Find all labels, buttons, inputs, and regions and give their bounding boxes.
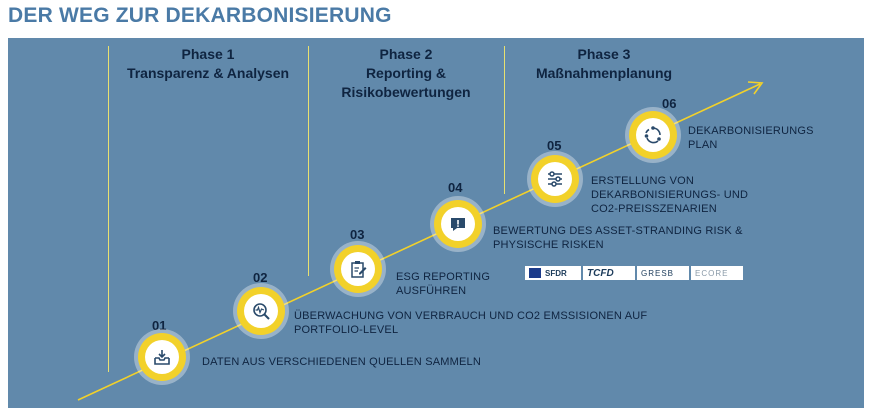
magnifier-pulse-icon [253, 303, 270, 320]
step-number: 06 [662, 96, 677, 111]
step-04-circle [434, 200, 482, 248]
phase-name: Maßnahmenplanung [535, 65, 673, 81]
logo-tcfd: TCFD [583, 266, 635, 280]
inbox-download-icon [154, 350, 170, 365]
phase-1: Phase 1 Transparenz & Analysen [112, 45, 304, 83]
step-06-label: DEKARBONISIERUNGS PLAN [688, 125, 814, 151]
step-number: 02 [253, 270, 268, 285]
logo-ecore: ECORE [691, 266, 743, 280]
clipboard-edit-icon [351, 261, 367, 278]
phase-2: Phase 2 Reporting & Risikobewertungen [320, 45, 492, 102]
step-05-label: ERSTELLUNG VON DEKARBONISIERUNGS- UND CO… [591, 175, 749, 215]
step-01-circle [138, 333, 186, 381]
step-03-label: ESG REPORTING AUSFÜHREN [396, 271, 491, 297]
phase-name: Transparenz & Analysen [126, 65, 290, 81]
step-02-circle [237, 287, 285, 335]
step-number: 04 [448, 180, 463, 195]
step-01-label: DATEN AUS VERSCHIEDENEN QUELLEN SAMMELN [202, 356, 481, 368]
step-02-label: ÜBERWACHUNG VON VERBRAUCH UND CO2 EMSSIS… [294, 310, 648, 336]
step-03-circle [334, 245, 382, 293]
step-number: 01 [152, 318, 167, 333]
phase-divider [504, 46, 505, 194]
phase-name: Reporting & Risikobewertungen [341, 65, 471, 100]
phase-number: Phase 2 [379, 46, 433, 62]
step-06-circle [629, 111, 677, 159]
sliders-icon [548, 171, 562, 187]
framework-logos: SFDR TCFD GRESB ECORE [525, 266, 743, 280]
alert-message-icon [451, 218, 465, 231]
step-number: 05 [547, 138, 562, 153]
phase-number: Phase 3 [577, 46, 631, 62]
page-title: DER WEG ZUR DEKARBONISIERUNG [8, 4, 392, 27]
phase-divider [308, 46, 309, 276]
step-04-label: BEWERTUNG DES ASSET-STRANDING RISK & PHY… [493, 225, 743, 251]
step-number: 03 [350, 227, 365, 242]
step-05-circle [531, 155, 579, 203]
cycle-icon [644, 126, 661, 144]
phase-number: Phase 1 [181, 46, 235, 62]
phase-divider [108, 46, 109, 372]
phase-3: Phase 3 Maßnahmenplanung [514, 45, 694, 83]
logo-gresb: GRESB [637, 266, 689, 280]
logo-sfdr: SFDR [525, 266, 581, 280]
